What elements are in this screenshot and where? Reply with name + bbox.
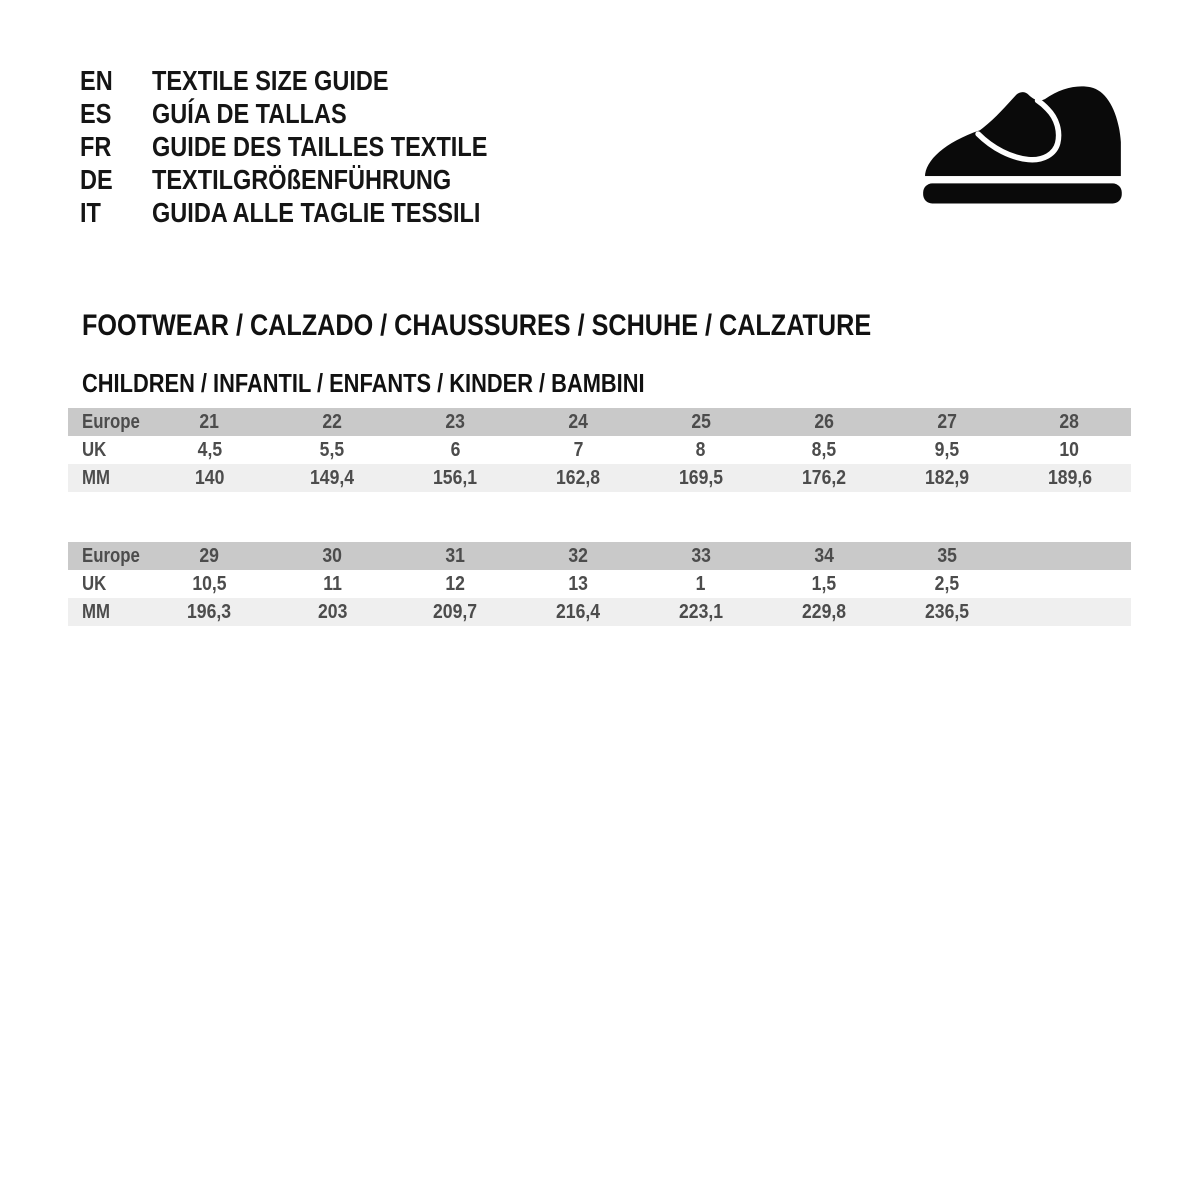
language-code: ES (80, 97, 112, 129)
size-cell-uk: 10,5 (192, 572, 227, 595)
size-cell-europe: 25 (691, 410, 711, 433)
table-row-mm: MM 140 149,4 156,1 162,8 169,5 176,2 182,9 189,6 (68, 464, 1131, 492)
size-cell-uk: 1,5 (811, 572, 837, 595)
size-cell-uk: 6 (450, 438, 461, 461)
size-cell-europe: 34 (814, 544, 834, 567)
language-title: GUIDA ALLE TAGLIE TESSILI (152, 196, 481, 228)
size-cell-europe: 31 (445, 544, 465, 567)
table-row-mm: MM 196,3 203 209,7 216,4 223,1 229,8 236,5 (68, 598, 1131, 626)
table-row-uk: UK 4,5 5,5 6 7 8 8,5 9,5 10 (68, 436, 1131, 464)
size-cell-mm: 182,9 (924, 466, 969, 489)
size-cell-europe: 35 (936, 544, 957, 567)
language-row-it: IT GUIDA ALLE TAGLIE TESSILI (80, 196, 551, 229)
row-label-europe: Europe (82, 544, 140, 567)
child-shoe-icon (903, 76, 1141, 223)
language-title: GUÍA DE TALLAS (152, 97, 347, 129)
size-cell-mm: 229,8 (801, 600, 846, 623)
size-cell-uk: 7 (573, 438, 583, 461)
size-cell-mm: 236,5 (924, 600, 969, 623)
row-label-europe: Europe (82, 410, 140, 433)
size-cell-uk: 2,5 (934, 572, 959, 595)
size-cell-europe: 22 (322, 410, 343, 433)
size-cell-uk: 4,5 (197, 438, 222, 461)
size-cell-mm: 203 (317, 600, 347, 623)
row-label-uk: UK (82, 572, 107, 595)
language-code: IT (80, 196, 101, 228)
size-cell-europe: 24 (568, 410, 588, 433)
language-row-en: EN TEXTILE SIZE GUIDE (80, 64, 551, 97)
size-cell-europe (1008, 542, 1131, 570)
section-title-footwear: FOOTWEAR / CALZADO / CHAUSSURES / SCHUHE… (82, 309, 1021, 343)
size-cell-mm: 189,6 (1047, 466, 1092, 489)
language-title: GUIDE DES TAILLES TEXTILE (152, 130, 488, 162)
section-subtitle-text: CHILDREN / INFANTIL / ENFANTS / KINDER /… (82, 368, 645, 398)
size-cell-uk: 1 (696, 572, 706, 595)
size-cell-europe: 33 (691, 544, 711, 567)
table-row-europe: Europe 29 30 31 32 33 34 35 (68, 542, 1131, 570)
table-row-uk: UK 10,5 11 12 13 1 1,5 2,5 (68, 570, 1131, 598)
size-table-children-2: Europe 29 30 31 32 33 34 35 UK 10,5 11 12 13 1 1,5 2,5 M… (68, 542, 1131, 626)
language-row-fr: FR GUIDE DES TAILLES TEXTILE (80, 130, 551, 163)
language-code: DE (80, 163, 113, 195)
size-cell-europe: 23 (445, 410, 465, 433)
size-cell-europe: 29 (199, 544, 220, 567)
size-cell-europe: 27 (936, 410, 957, 433)
section-subtitle-children: CHILDREN / INFANTIL / ENFANTS / KINDER /… (82, 368, 752, 399)
size-cell-uk: 8,5 (811, 438, 837, 461)
size-cell-uk: 8 (696, 438, 706, 461)
row-label-mm: MM (82, 466, 110, 489)
row-label-uk: UK (82, 438, 107, 461)
size-cell-mm: 216,4 (556, 600, 601, 623)
size-cell-mm: 140 (194, 466, 225, 489)
table-row-europe: Europe 21 22 23 24 25 26 27 28 (68, 408, 1131, 436)
size-cell-mm: 196,3 (187, 600, 232, 623)
size-cell-uk: 5,5 (320, 438, 345, 461)
language-row-de: DE TEXTILGRÖßENFÜHRUNG (80, 163, 551, 196)
size-cell-uk: 10 (1059, 438, 1080, 461)
size-cell-mm (1008, 598, 1131, 626)
size-cell-uk: 11 (323, 572, 342, 595)
size-cell-mm: 149,4 (310, 466, 355, 489)
language-code: FR (80, 130, 112, 162)
section-title-text: FOOTWEAR / CALZADO / CHAUSSURES / SCHUHE… (82, 309, 872, 342)
size-cell-mm: 169,5 (678, 466, 723, 489)
size-cell-europe: 32 (568, 544, 588, 567)
language-title: TEXTILGRÖßENFÜHRUNG (152, 163, 452, 195)
size-cell-europe: 21 (199, 410, 220, 433)
row-label-mm: MM (82, 600, 110, 623)
size-table-children-1: Europe 21 22 23 24 25 26 27 28 UK 4,5 5,5 6 7 8 8,5 9,5 1… (68, 408, 1131, 492)
size-cell-mm: 223,1 (678, 600, 723, 623)
language-code: EN (80, 64, 113, 96)
size-cell-europe: 28 (1059, 410, 1080, 433)
size-cell-uk: 9,5 (934, 438, 959, 461)
language-title: TEXTILE SIZE GUIDE (152, 64, 389, 96)
size-cell-uk: 13 (568, 572, 588, 595)
size-cell-europe: 26 (814, 410, 834, 433)
size-cell-mm: 209,7 (433, 600, 478, 623)
size-cell-mm: 156,1 (433, 466, 478, 489)
size-cell-mm: 176,2 (801, 466, 846, 489)
size-cell-uk: 12 (445, 572, 465, 595)
language-row-es: ES GUÍA DE TALLAS (80, 97, 551, 130)
language-title-list: EN TEXTILE SIZE GUIDE ES GUÍA DE TALLAS FR GU… (80, 64, 551, 229)
size-cell-uk (1008, 570, 1131, 598)
size-cell-europe: 30 (322, 544, 343, 567)
size-cell-mm: 162,8 (556, 466, 601, 489)
